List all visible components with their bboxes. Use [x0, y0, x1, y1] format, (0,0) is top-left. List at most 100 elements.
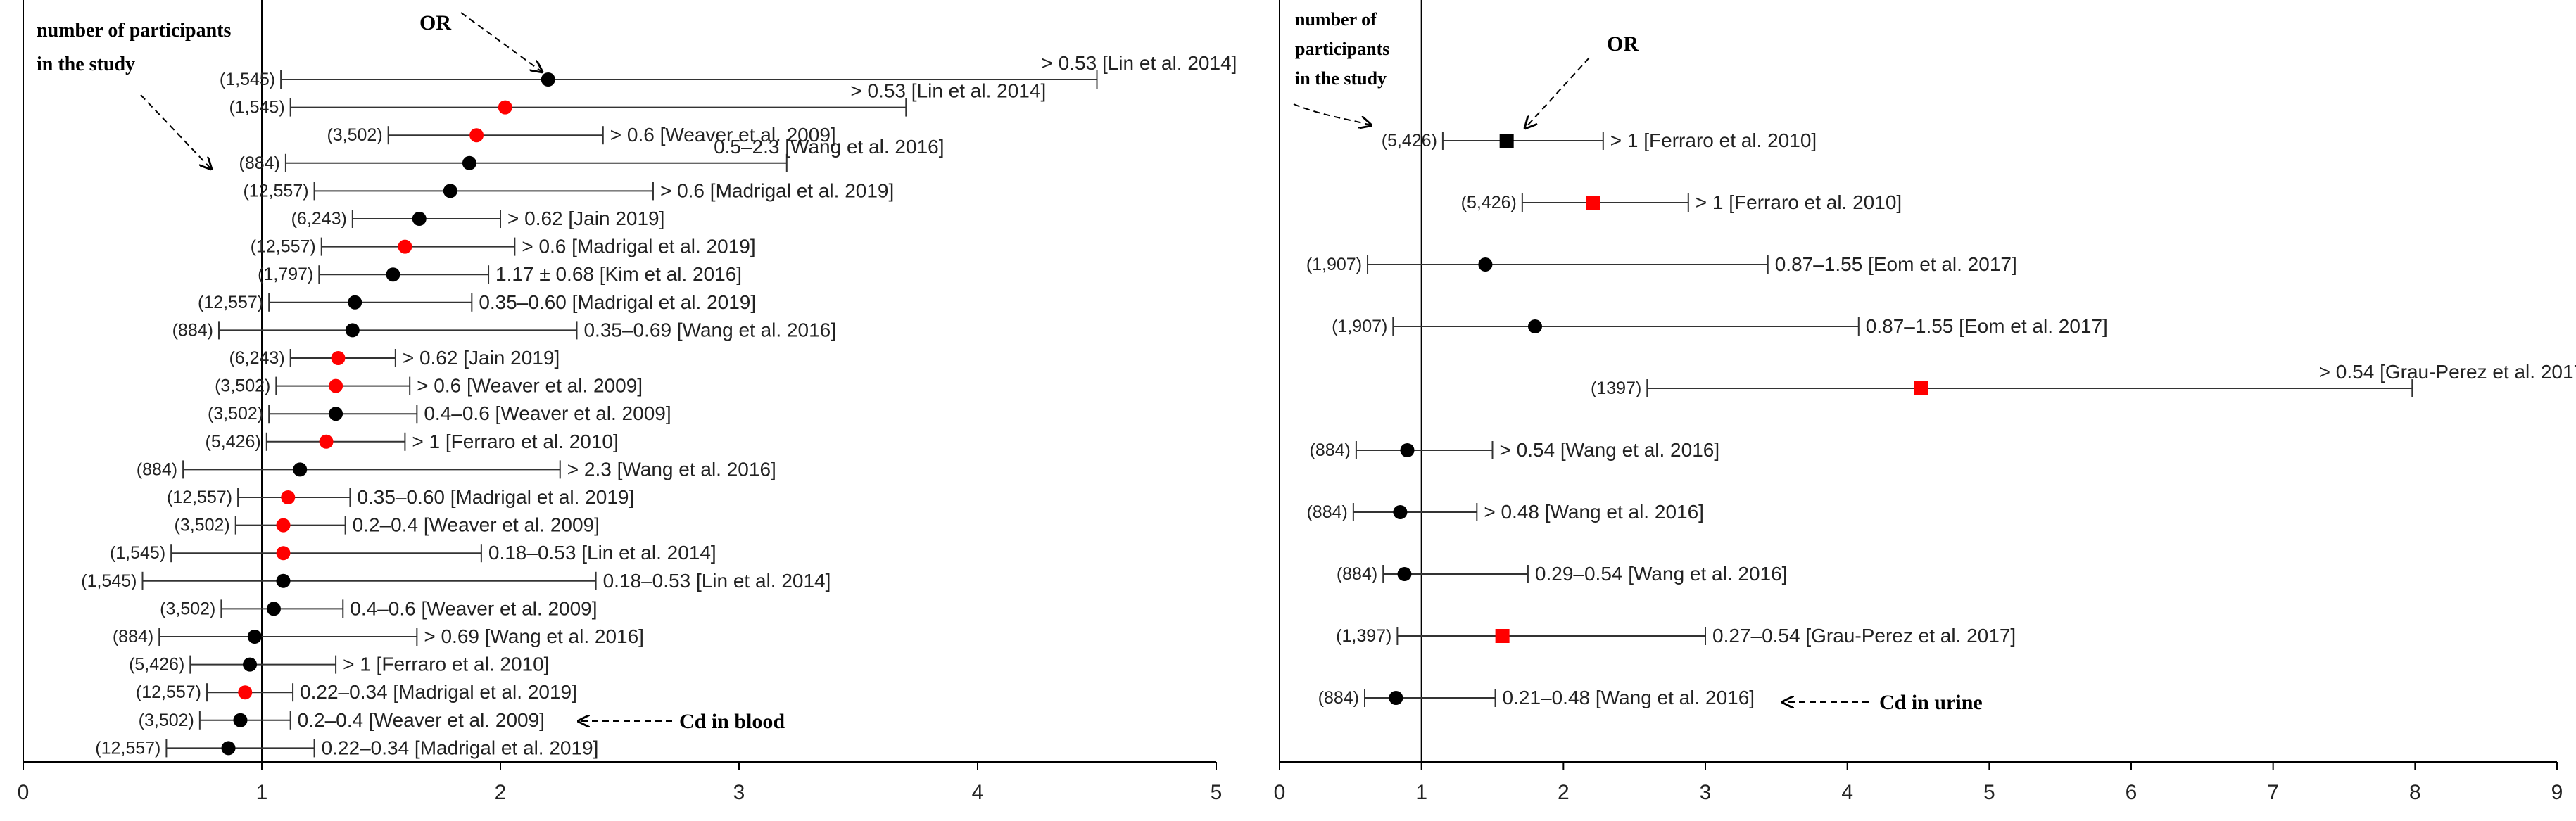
- row-label: 0.29–0.54 [Wang et al. 2016]: [1535, 563, 1788, 585]
- row-label: > 1 [Ferraro et al. 2010]: [343, 654, 549, 675]
- or-point: [1914, 381, 1928, 395]
- row-label: > 0.62 [Jain 2019]: [403, 347, 560, 369]
- row-label: > 0.54 [Wang et al. 2016]: [1500, 439, 1720, 461]
- x-tick-label: 4: [972, 781, 984, 804]
- row-label: 0.4–0.6 [Weaver et al. 2009]: [350, 597, 597, 619]
- row-label: 0.22–0.34 [Madrigal et al. 2019]: [300, 681, 577, 703]
- or-point: [238, 685, 253, 700]
- or-point: [233, 713, 248, 727]
- row-label: 1.17 ± 0.68 [Kim et al. 2016]: [495, 263, 742, 285]
- participants-label: (6,243): [291, 209, 347, 229]
- row-label: > 0.6 [Madrigal et al. 2019]: [660, 179, 894, 201]
- or-point: [319, 434, 334, 449]
- participants-label: (884): [172, 320, 213, 340]
- row-label: 0.21–0.48 [Wang et al. 2016]: [1503, 687, 1755, 708]
- row-label: 0.87–1.55 [Eom et al. 2017]: [1866, 315, 2108, 337]
- blood-forest-plot: 0 1 2 3 4 5 (1,545) > 0.53 [Lin et al. 2014] (1,…: [18, 0, 1237, 804]
- participants-label: (3,502): [208, 404, 263, 424]
- participants-label: (884): [137, 459, 177, 479]
- or-point: [443, 184, 457, 198]
- row-label: 0.22–0.34 [Madrigal et al. 2019]: [322, 737, 599, 758]
- or-point: [386, 267, 400, 282]
- x-tick-label: 5: [1983, 781, 1995, 804]
- participants-label: (5,426): [206, 432, 261, 452]
- or-point: [276, 518, 291, 533]
- matrix-annotation: Cd in urine: [1879, 691, 1983, 714]
- participants-label: (3,502): [327, 125, 382, 145]
- matrix-annotation: Cd in blood: [679, 710, 785, 733]
- participants-label: (1,545): [229, 98, 284, 117]
- row-label: 0.4–0.6 [Weaver et al. 2009]: [424, 402, 671, 424]
- or-point: [331, 351, 346, 365]
- row-label: > 1 [Ferraro et al. 2010]: [1696, 191, 1902, 213]
- row-label: > 0.54 [Grau-Perez et al. 2017]: [2319, 361, 2576, 383]
- participants-label: (1,545): [220, 70, 275, 89]
- participants-label: (5,426): [129, 655, 184, 675]
- or-point: [266, 602, 281, 616]
- row-label: > 0.62 [Jain 2019]: [507, 208, 664, 229]
- or-point: [345, 323, 360, 338]
- row-label: > 0.53 [Lin et al. 2014]: [850, 80, 1046, 102]
- or-point: [329, 378, 343, 393]
- or-point: [276, 546, 291, 561]
- row-label: > 1 [Ferraro et al. 2010]: [1610, 129, 1817, 151]
- or-point: [498, 100, 512, 115]
- participants-label: (6,243): [229, 348, 284, 368]
- x-tick-label: 7: [2267, 781, 2279, 804]
- row-label: > 0.48 [Wang et al. 2016]: [1484, 501, 1704, 523]
- x-tick-label: 3: [1700, 781, 1712, 804]
- or-point: [1400, 443, 1415, 457]
- x-tick-label: 1: [1415, 781, 1427, 804]
- or-point: [1528, 319, 1542, 333]
- row-label: > 0.6 [Weaver et al. 2009]: [417, 375, 643, 397]
- participants-label: (1,797): [258, 265, 313, 284]
- participants-arrow: [140, 94, 211, 169]
- participants-label: (3,502): [174, 516, 229, 535]
- x-tick-label: 8: [2409, 781, 2421, 804]
- or-point: [412, 212, 427, 226]
- participants-label: (1,545): [81, 571, 137, 591]
- or-point: [221, 741, 236, 756]
- or-point: [1478, 257, 1493, 272]
- row-label: > 0.6 [Weaver et al. 2009]: [610, 124, 836, 146]
- x-tick-label: 6: [2126, 781, 2138, 804]
- x-tick-label: 0: [18, 781, 30, 804]
- or-annotation: OR: [1607, 32, 1639, 56]
- row-label: 0.18–0.53 [Lin et al. 2014]: [603, 570, 831, 592]
- or-arrow: [460, 12, 542, 72]
- x-tick-label: 2: [1558, 781, 1570, 804]
- row-label: > 0.53 [Lin et al. 2014]: [1042, 52, 1237, 74]
- row-label: > 0.6 [Madrigal et al. 2019]: [522, 236, 755, 257]
- or-point: [1389, 691, 1403, 705]
- row-label: > 1 [Ferraro et al. 2010]: [412, 431, 618, 452]
- participants-label: (5,426): [1461, 193, 1517, 212]
- participants-label: (3,502): [160, 599, 215, 618]
- row-label: 0.35–0.60 [Madrigal et al. 2019]: [479, 291, 756, 313]
- or-point: [243, 657, 258, 672]
- or-point: [329, 407, 343, 421]
- row-label: 0.2–0.4 [Weaver et al. 2009]: [353, 514, 600, 536]
- participants-annotation: participants: [1295, 39, 1389, 59]
- participants-label: (12,557): [243, 181, 308, 201]
- urine-forest-plot: 0 1 2 3 4 5 6 7 8 9 (5,426) > 1 [Ferraro et al. 201…: [1274, 0, 2576, 804]
- or-point: [348, 295, 362, 310]
- row-label: 0.35–0.69 [Wang et al. 2016]: [583, 319, 836, 341]
- x-tick-label: 9: [2551, 781, 2563, 804]
- or-point: [1586, 196, 1600, 210]
- row-label: 0.87–1.55 [Eom et al. 2017]: [1775, 253, 2017, 275]
- row-label: > 2.3 [Wang et al. 2016]: [567, 458, 776, 480]
- participants-label: (1,545): [110, 543, 165, 563]
- participants-label: (12,557): [136, 682, 201, 702]
- or-point: [1499, 134, 1514, 148]
- participants-annotation: number of participants: [37, 20, 231, 42]
- or-annotation: OR: [419, 11, 451, 34]
- participants-label: (12,557): [251, 237, 316, 257]
- participants-annotation: in the study: [1295, 68, 1387, 89]
- x-tick-label: 5: [1211, 781, 1223, 804]
- x-tick-label: 2: [495, 781, 507, 804]
- participants-label: (1,907): [1332, 317, 1387, 336]
- participants-label: (1,907): [1306, 255, 1362, 274]
- participants-label: (1397): [1591, 378, 1641, 398]
- participants-label: (3,502): [139, 711, 194, 730]
